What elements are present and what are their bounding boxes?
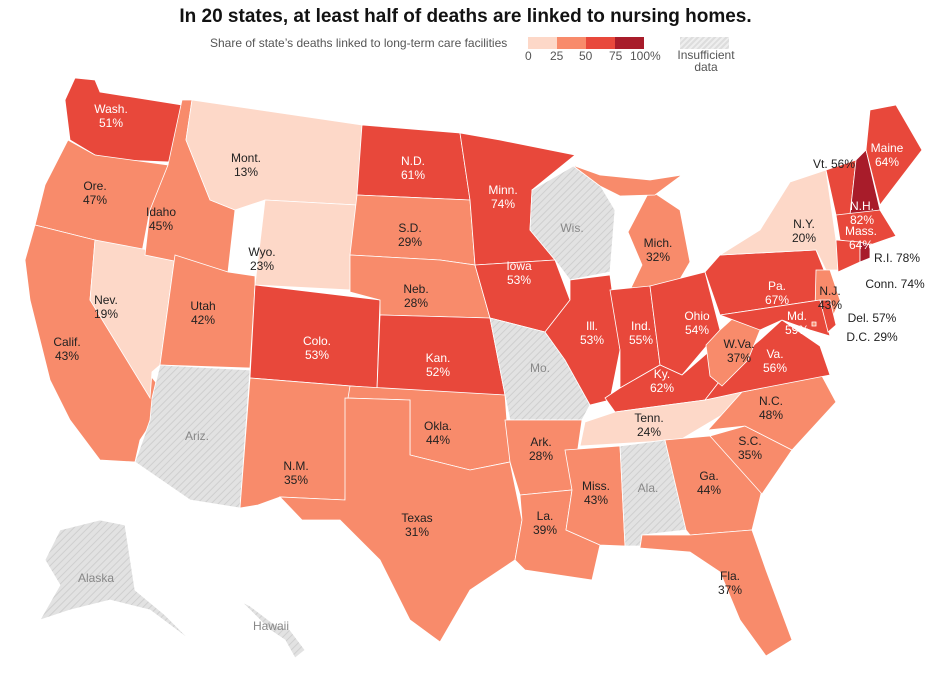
- state-label-in: Ind. 55%: [629, 319, 653, 347]
- legend-tick: 0: [525, 49, 532, 63]
- state-ak[interactable]: [39, 519, 191, 641]
- state-nm[interactable]: [239, 377, 351, 509]
- state-label-ut: Utah 42%: [190, 299, 215, 327]
- state-label-wy: Wyo. 23%: [248, 245, 275, 273]
- state-label-me: Maine 64%: [871, 141, 904, 169]
- state-label-la: La. 39%: [533, 509, 557, 537]
- state-label-hi: Hawaii: [253, 619, 289, 633]
- state-label-ny: N.Y. 20%: [792, 217, 816, 245]
- state-label-id: Idaho 45%: [146, 205, 176, 233]
- state-label-ct: Conn. 74%: [865, 277, 925, 291]
- state-tx[interactable]: [279, 397, 523, 643]
- state-fl[interactable]: [639, 529, 793, 657]
- state-label-mt: Mont. 13%: [231, 151, 261, 179]
- legend-swatch-25-50: [557, 37, 586, 49]
- state-label-tx: Texas 31%: [401, 511, 432, 539]
- state-label-wv: W.Va. 37%: [723, 337, 754, 365]
- state-label-mo: Mo.: [530, 361, 550, 375]
- legend-swatch-50-75: [586, 37, 615, 49]
- state-label-al: Ala.: [638, 481, 659, 495]
- state-label-ky: Ky. 62%: [650, 367, 674, 395]
- state-label-sd: S.D. 29%: [398, 221, 422, 249]
- state-label-ak: Alaska: [78, 571, 114, 585]
- legend-swatch-75-100: [615, 37, 644, 49]
- state-label-ri: R.I. 78%: [874, 251, 920, 265]
- state-label-pa: Pa. 67%: [765, 279, 789, 307]
- state-label-nc: N.C. 48%: [759, 394, 783, 422]
- state-label-ma: Mass. 64%: [845, 224, 877, 252]
- state-ma[interactable]: [835, 209, 897, 246]
- state-label-ga: Ga. 44%: [697, 469, 721, 497]
- state-mi[interactable]: [571, 164, 683, 197]
- state-de[interactable]: [819, 299, 837, 333]
- legend-insufficient-line1: Insufficient: [677, 48, 735, 62]
- state-hi[interactable]: [241, 601, 306, 659]
- state-ri[interactable]: [859, 241, 871, 263]
- state-label-co: Colo. 53%: [303, 334, 331, 362]
- state-label-ca: Calif. 43%: [53, 335, 80, 363]
- state-label-or: Ore. 47%: [83, 179, 107, 207]
- legend-label: Share of state’s deaths linked to long-t…: [210, 36, 508, 50]
- state-mt[interactable]: [185, 99, 363, 211]
- state-label-ks: Kan. 52%: [426, 351, 451, 379]
- state-label-ok: Okla. 44%: [424, 419, 452, 447]
- legend-insufficient-line2: data: [694, 60, 718, 74]
- state-label-md: Md. 59%: [785, 309, 809, 337]
- chart-title: In 20 states, at least half of deaths ar…: [179, 6, 752, 27]
- legend-tick: 25: [550, 49, 564, 63]
- state-label-tn: Tenn. 24%: [634, 411, 663, 439]
- state-label-nj: N.J. 43%: [818, 284, 842, 312]
- state-label-dc: D.C. 29%: [846, 330, 898, 344]
- legend-tick: 50: [579, 49, 593, 63]
- state-label-ne: Neb. 28%: [403, 282, 428, 310]
- legend-tick: 75: [609, 49, 623, 63]
- state-label-nh: N.H. 82%: [850, 199, 874, 227]
- state-label-va: Va. 56%: [763, 347, 787, 375]
- state-label-de: Del. 57%: [848, 311, 897, 325]
- state-az[interactable]: [134, 364, 251, 509]
- state-label-sc: S.C. 35%: [738, 434, 762, 462]
- legend-insufficient-label: Insufficient data: [676, 49, 736, 73]
- state-label-vt: Vt. 56%: [813, 157, 855, 171]
- state-label-wi: Wis.: [560, 221, 583, 235]
- state-label-nv: Nev. 19%: [94, 293, 118, 321]
- state-label-nm: N.M. 35%: [283, 459, 308, 487]
- state-label-ar: Ark. 28%: [529, 435, 553, 463]
- legend-swatch-0-25: [528, 37, 557, 49]
- state-wa[interactable]: [64, 77, 183, 163]
- state-label-il: Ill. 53%: [580, 319, 604, 347]
- state-label-ms: Miss. 43%: [582, 479, 610, 507]
- state-label-fl: Fla. 37%: [718, 569, 742, 597]
- state-wv[interactable]: [705, 311, 761, 387]
- legend-swatch-insufficient: [680, 37, 729, 49]
- state-oh[interactable]: [649, 271, 721, 376]
- state-dc[interactable]: [811, 321, 817, 327]
- state-label-oh: Ohio 54%: [684, 309, 710, 337]
- state-label-mn: Minn. 74%: [488, 183, 517, 211]
- legend-tick: 100%: [630, 49, 661, 63]
- state-label-mi: Mich. 32%: [644, 236, 673, 264]
- state-label-nd: N.D. 61%: [401, 154, 425, 182]
- state-me[interactable]: [865, 104, 923, 206]
- state-label-wa: Wash. 51%: [94, 102, 128, 130]
- state-label-az: Ariz.: [185, 429, 209, 443]
- state-label-ia: Iowa 53%: [506, 259, 532, 287]
